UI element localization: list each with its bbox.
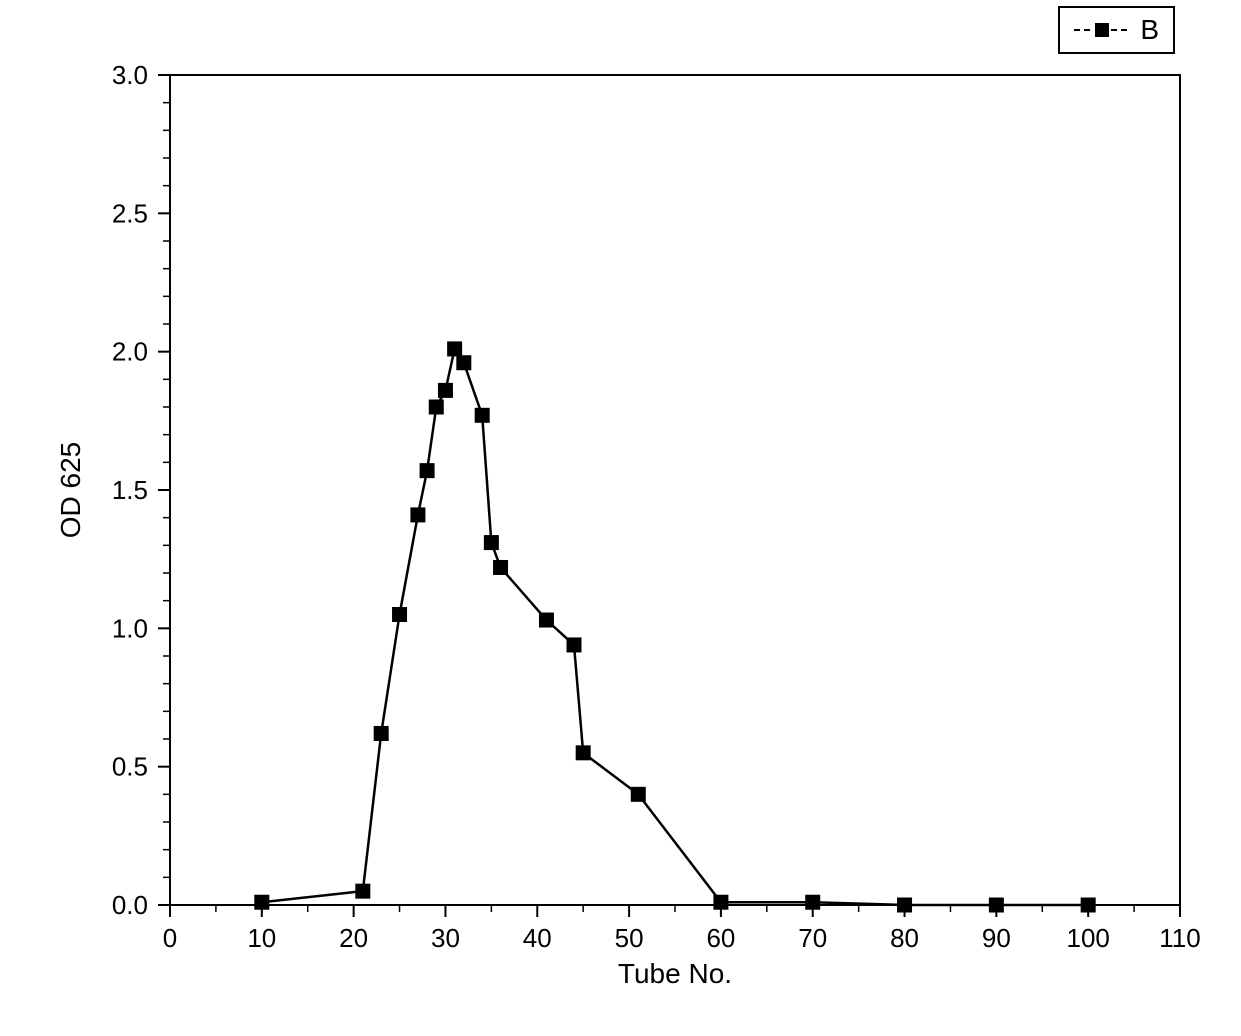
x-tick-label: 0 — [163, 923, 177, 953]
x-tick-label: 50 — [615, 923, 644, 953]
x-tick-label: 100 — [1066, 923, 1109, 953]
data-point-marker — [374, 726, 388, 740]
x-tick-label: 40 — [523, 923, 552, 953]
y-tick-label: 0.0 — [112, 890, 148, 920]
data-point-marker — [356, 884, 370, 898]
data-point-marker — [714, 895, 728, 909]
y-tick-label: 1.5 — [112, 475, 148, 505]
data-point-marker — [448, 342, 462, 356]
x-tick-label: 80 — [890, 923, 919, 953]
legend-item: B — [1074, 14, 1159, 46]
x-tick-label: 60 — [706, 923, 735, 953]
data-point-marker — [484, 536, 498, 550]
x-tick-label: 10 — [247, 923, 276, 953]
chart-container: 0 10 20 30 40 50 60 70 80 90 100 110 0.0 0.5 1.0 1.5 2.0… — [0, 0, 1241, 1036]
data-point-marker — [989, 898, 1003, 912]
y-tick-label: 2.0 — [112, 337, 148, 367]
legend: B — [1058, 6, 1175, 54]
legend-marker-icon — [1074, 20, 1130, 40]
data-point-marker — [539, 613, 553, 627]
data-point-marker — [429, 400, 443, 414]
data-point-marker — [494, 560, 508, 574]
x-tick-label: 30 — [431, 923, 460, 953]
data-point-marker — [475, 408, 489, 422]
data-point-marker — [567, 638, 581, 652]
plot-frame — [170, 75, 1180, 905]
x-tick-label: 70 — [798, 923, 827, 953]
x-tick-label: 20 — [339, 923, 368, 953]
data-point-marker — [576, 746, 590, 760]
y-tick-label: 3.0 — [112, 60, 148, 90]
data-point-marker — [457, 356, 471, 370]
x-tick-label: 90 — [982, 923, 1011, 953]
y-axis-label: OD 625 — [55, 442, 86, 539]
data-point-marker — [420, 464, 434, 478]
data-point-marker — [411, 508, 425, 522]
chart-svg: 0 10 20 30 40 50 60 70 80 90 100 110 0.0 0.5 1.0 1.5 2.0… — [0, 0, 1241, 1036]
data-point-marker — [631, 787, 645, 801]
data-point-marker — [806, 895, 820, 909]
y-tick-label: 2.5 — [112, 198, 148, 228]
data-point-marker — [438, 383, 452, 397]
data-point-marker — [1081, 898, 1095, 912]
data-point-marker — [898, 898, 912, 912]
series-line — [262, 349, 1088, 905]
data-point-marker — [255, 895, 269, 909]
y-tick-label: 0.5 — [112, 752, 148, 782]
data-point-marker — [393, 608, 407, 622]
x-axis-label: Tube No. — [618, 958, 732, 989]
y-tick-label: 1.0 — [112, 613, 148, 643]
x-tick-label: 110 — [1159, 923, 1200, 953]
legend-label: B — [1140, 14, 1159, 46]
